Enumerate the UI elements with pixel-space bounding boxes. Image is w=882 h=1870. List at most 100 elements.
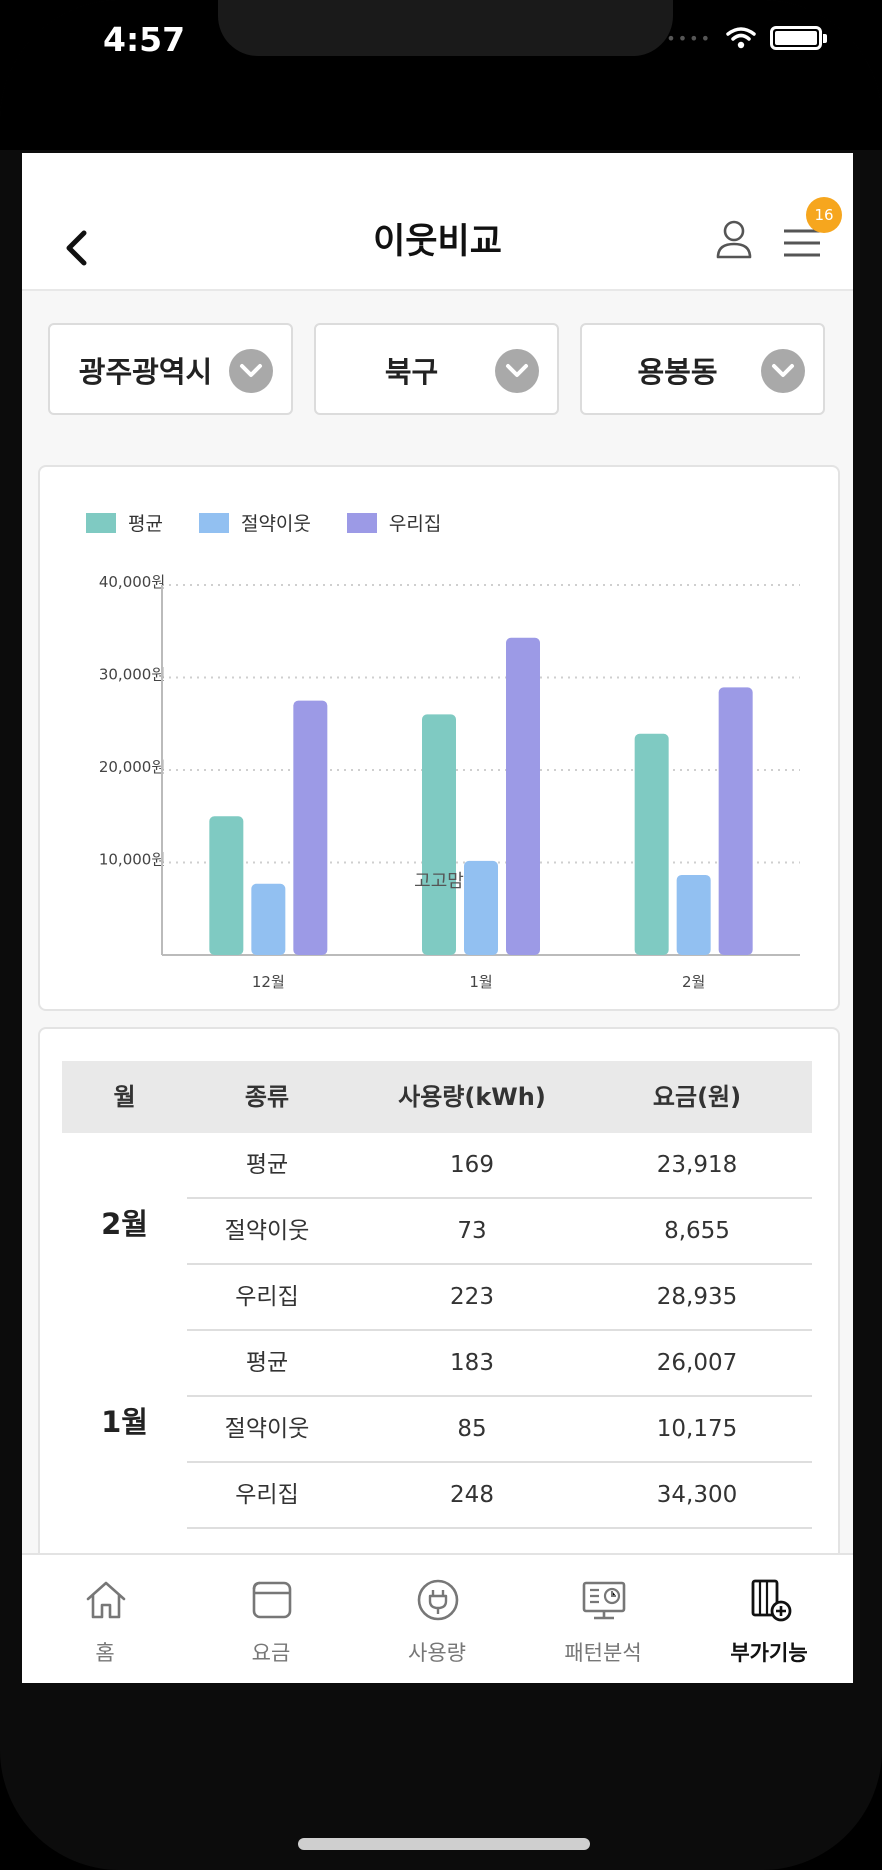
cell-fee: 10,175 — [656, 1416, 738, 1442]
city-select-value: 광주광역시 — [78, 355, 213, 389]
bottom-tab-bar: 홈 요금 사용량 — [22, 1553, 853, 1683]
month-cell: 1월 — [101, 1405, 148, 1439]
tab-usage-label: 사용량 — [408, 1641, 466, 1665]
legend-swatch-mine — [346, 512, 377, 533]
user-icon — [716, 220, 752, 259]
cell-type: 절약이웃 — [224, 1416, 310, 1442]
wallet-icon — [252, 1581, 292, 1619]
cell-fee: 28,935 — [656, 1284, 738, 1310]
cell-usage: 183 — [450, 1350, 494, 1376]
legend-label-mine: 우리집 — [388, 513, 442, 535]
status-bar: 4:57 •••• — [0, 0, 882, 150]
tab-usage[interactable]: 사용량 — [354, 1555, 520, 1683]
table-row: 우리집 248 34,300 — [187, 1463, 812, 1529]
plug-icon — [417, 1579, 459, 1621]
legend-label-saving: 절약이웃 — [240, 513, 311, 535]
battery-icon — [770, 26, 827, 50]
cell-usage: 248 — [450, 1482, 494, 1508]
cell-usage: 85 — [457, 1416, 487, 1442]
chart-legend: 평균 절약이웃 우리집 — [86, 509, 441, 536]
user-button[interactable] — [712, 217, 756, 261]
bar — [422, 714, 456, 955]
menu-button[interactable] — [780, 223, 824, 263]
hamburger-icon — [784, 229, 820, 257]
app-header: 이웃비교 16 — [22, 153, 853, 291]
page-title: 이웃비교 — [373, 222, 502, 262]
header-usage: 사용량(kWh) — [398, 1083, 546, 1111]
chevron-down-icon — [229, 349, 273, 393]
table-row: 평균 183 26,007 — [187, 1331, 812, 1397]
cell-fee: 26,007 — [656, 1350, 738, 1376]
watermark: 고고맘 — [414, 871, 464, 892]
bar — [293, 700, 328, 955]
tab-addon[interactable]: 부가기능 — [686, 1555, 852, 1683]
legend-swatch-saving — [198, 512, 229, 533]
cell-type: 우리집 — [235, 1482, 299, 1508]
home-icon — [86, 1581, 126, 1619]
tab-addon-label: 부가기능 — [730, 1641, 808, 1665]
header-type: 종류 — [244, 1083, 290, 1111]
header-fee: 요금(원) — [652, 1083, 742, 1111]
tab-home[interactable]: 홈 — [22, 1555, 188, 1683]
district-select[interactable]: 북구 — [314, 323, 559, 415]
legend-item-saving: 절약이웃 — [198, 509, 311, 536]
neighborhood-select[interactable]: 용봉동 — [580, 323, 825, 415]
bar — [718, 687, 753, 955]
notch — [218, 0, 673, 56]
city-select[interactable]: 광주광역시 — [48, 323, 293, 415]
cell-fee: 8,655 — [664, 1218, 730, 1244]
bar — [634, 733, 669, 955]
tab-pattern-label: 패턴분석 — [564, 1641, 642, 1665]
header-month: 월 — [113, 1083, 136, 1111]
cell-fee: 23,918 — [656, 1152, 738, 1178]
comparison-chart-card: 10,000원 20,000원 30,000원 40,000원 12월 1월 2월 평균 절… — [38, 465, 840, 1011]
cell-type: 절약이웃 — [224, 1218, 310, 1244]
back-button[interactable] — [56, 223, 96, 273]
notification-badge: 16 — [806, 197, 842, 233]
x-tick-label: 2월 — [682, 973, 705, 991]
legend-item-avg: 평균 — [86, 509, 163, 536]
chevron-down-icon — [495, 349, 539, 393]
tab-fee[interactable]: 요금 — [188, 1555, 354, 1683]
legend-item-mine: 우리집 — [346, 509, 442, 536]
bar — [251, 883, 286, 955]
month-cell: 2월 — [101, 1207, 148, 1241]
region-selectors: 광주광역시 북구 용봉동 — [48, 323, 848, 415]
tab-pattern[interactable]: 패턴분석 — [520, 1555, 686, 1683]
legend-swatch-avg — [86, 512, 116, 533]
chevron-down-icon — [761, 349, 805, 393]
status-time: 4:57 — [103, 20, 186, 59]
table-header: 월 종류 사용량(kWh) 요금(원) — [62, 1061, 812, 1133]
y-tick-label: 20,000원 — [99, 758, 165, 776]
signal-icon: •••• — [666, 28, 712, 48]
bar — [506, 637, 540, 955]
x-tick-label: 1월 — [469, 973, 492, 991]
tab-fee-label: 요금 — [251, 1641, 291, 1665]
bar — [209, 816, 244, 955]
district-select-value: 북구 — [384, 355, 439, 389]
y-tick-label: 40,000원 — [99, 573, 165, 591]
table-row: 절약이웃 85 10,175 — [187, 1397, 812, 1463]
neighborhood-select-value: 용봉동 — [637, 355, 718, 389]
addon-icon — [751, 1579, 792, 1622]
cell-type: 우리집 — [235, 1284, 299, 1310]
bar-chart: 10,000원 20,000원 30,000원 40,000원 12월 1월 2월 — [99, 573, 800, 991]
monitor-icon — [582, 1581, 626, 1620]
tab-home-label: 홈 — [95, 1641, 115, 1665]
cell-usage: 169 — [450, 1152, 494, 1178]
app-screen: 이웃비교 16 광주광역시 — [22, 153, 853, 1683]
bar — [676, 874, 711, 955]
x-tick-label: 12월 — [252, 973, 285, 991]
cell-type: 평균 — [245, 1350, 289, 1376]
wifi-icon — [726, 27, 756, 49]
chevron-left-icon — [66, 230, 87, 266]
y-tick-label: 30,000원 — [99, 666, 165, 684]
table-row: 평균 169 23,918 — [187, 1133, 812, 1199]
home-indicator — [298, 1838, 590, 1850]
bar — [464, 860, 498, 955]
table-row: 우리집 223 28,935 — [187, 1265, 812, 1331]
legend-label-avg: 평균 — [128, 513, 163, 535]
status-icons: •••• — [666, 26, 827, 50]
y-tick-label: 10,000원 — [99, 851, 165, 869]
